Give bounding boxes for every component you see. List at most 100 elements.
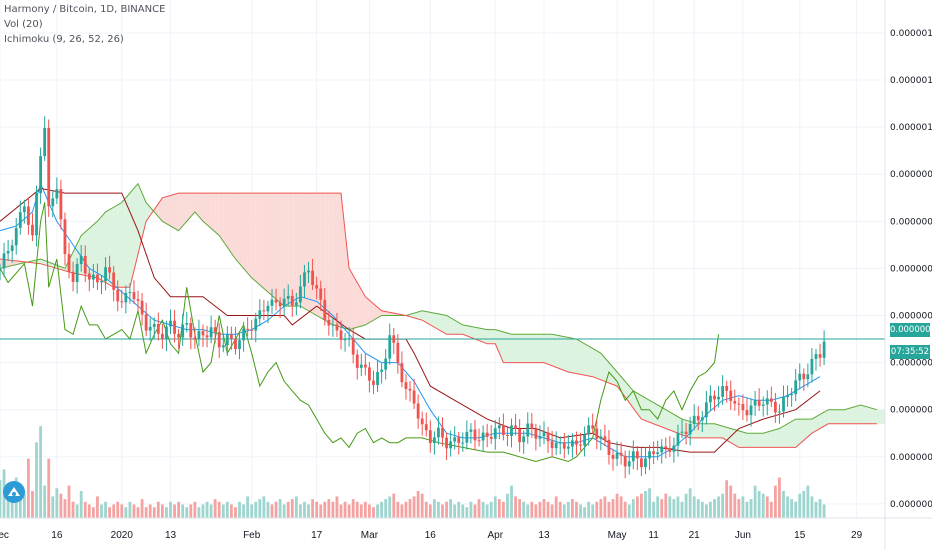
cloud-segment: [446, 315, 451, 335]
volume-bar: [100, 504, 103, 518]
volume-bar: [493, 496, 497, 518]
x-tick-label: 15: [794, 530, 806, 541]
x-tick-label: 16: [51, 530, 63, 541]
volume-legend[interactable]: Vol (20): [4, 19, 43, 30]
cloud-segment: [872, 408, 877, 424]
candle-body: [798, 373, 802, 381]
x-tick-label: 2020: [111, 530, 134, 541]
volume-bar: [595, 501, 599, 518]
cloud-segment: [186, 193, 191, 222]
candle-body: [546, 432, 550, 442]
cloud-segment: [280, 193, 285, 307]
cloud-segment: [677, 416, 683, 435]
volume-bar: [152, 507, 156, 518]
candle-body: [526, 423, 530, 437]
cloud-segment: [271, 193, 277, 300]
cloud-segment: [755, 433, 760, 448]
candle-body: [765, 398, 769, 405]
cloud-segment: [673, 414, 678, 434]
candle-body: [558, 442, 562, 444]
volume-bar: [156, 501, 160, 518]
candle-body: [432, 437, 436, 444]
volume-bar: [47, 458, 51, 518]
cloud-segment: [422, 310, 427, 323]
candle-body: [209, 327, 213, 338]
x-tick-label: 13: [538, 530, 550, 541]
candle-body: [234, 338, 237, 350]
volume-bar: [773, 485, 777, 518]
candle-body: [368, 367, 371, 381]
candle-body: [640, 458, 643, 468]
volume-bar: [79, 491, 83, 518]
candle-body: [583, 434, 586, 446]
x-tick-label: 16: [425, 530, 437, 541]
symbol-legend[interactable]: Harmony / Bitcoin, 1D, BINANCE: [4, 4, 166, 15]
candle-body: [238, 340, 241, 350]
volume-bar: [294, 496, 298, 518]
x-tick-label: Mar: [361, 530, 379, 541]
volume-bar: [782, 491, 785, 518]
cloud-segment: [320, 193, 325, 321]
cloud-segment: [783, 423, 788, 448]
volume-bar: [619, 496, 623, 518]
cloud-segment: [138, 183, 143, 255]
candle-body: [721, 386, 725, 397]
candle-body: [347, 338, 351, 340]
candle-body: [420, 418, 424, 425]
volume-bar: [424, 501, 428, 518]
cloud-segment: [815, 414, 821, 431]
last-price-tag: 0.00000055: [890, 323, 932, 337]
volume-bar: [550, 504, 554, 518]
volume-bar: [579, 504, 582, 518]
volume-bar: [453, 504, 457, 518]
cloud-segment: [653, 402, 658, 426]
candle-body: [294, 302, 298, 306]
ichimoku-cloud: [0, 183, 885, 448]
cloud-segment: [868, 407, 873, 424]
candle-body: [104, 267, 107, 282]
volume-bar: [497, 499, 501, 518]
candle-body: [189, 323, 193, 338]
volume-bar: [477, 499, 481, 518]
candle-body: [692, 415, 696, 424]
candle-body: [473, 429, 477, 441]
x-tick-label: Dec: [0, 530, 9, 541]
volume-bar: [538, 501, 542, 518]
volume-bar: [664, 493, 668, 518]
candle-body: [778, 411, 781, 413]
volume-bar: [27, 458, 30, 518]
candle-body: [676, 432, 680, 446]
cloud-segment: [718, 424, 723, 438]
ichimoku-legend[interactable]: Ichimoku (9, 26, 52, 26): [4, 34, 124, 45]
volume-bar: [104, 501, 107, 518]
cloud-segment: [543, 334, 549, 365]
cloud-segment: [125, 193, 130, 288]
candle-body: [623, 455, 627, 467]
candle-body: [120, 301, 124, 303]
cloud-segment: [345, 230, 350, 330]
cloud-segment: [519, 334, 524, 363]
tradingview-logo-icon[interactable]: [3, 481, 25, 503]
candle-body: [477, 440, 481, 442]
volume-bar: [266, 501, 270, 518]
cloud-segment: [438, 313, 443, 332]
cloud-segment: [466, 325, 471, 338]
volume-bar: [660, 499, 664, 518]
volume-bar: [530, 501, 534, 518]
cloud-segment: [178, 193, 183, 231]
volume-bar: [189, 504, 193, 518]
volume-bar: [39, 426, 42, 518]
base-line: [0, 187, 821, 453]
volume-bar: [213, 499, 217, 518]
cloud-segment: [479, 328, 484, 343]
cloud-segment: [373, 303, 378, 321]
volume-bar: [372, 507, 375, 518]
y-tick-label: 0.00000070: [890, 264, 932, 274]
candle-body: [225, 334, 229, 346]
candle-body: [323, 299, 327, 320]
candle-body: [579, 444, 582, 446]
cloud-segment: [304, 193, 309, 311]
cloud-segment: [592, 348, 597, 379]
volume-bar: [221, 504, 225, 518]
